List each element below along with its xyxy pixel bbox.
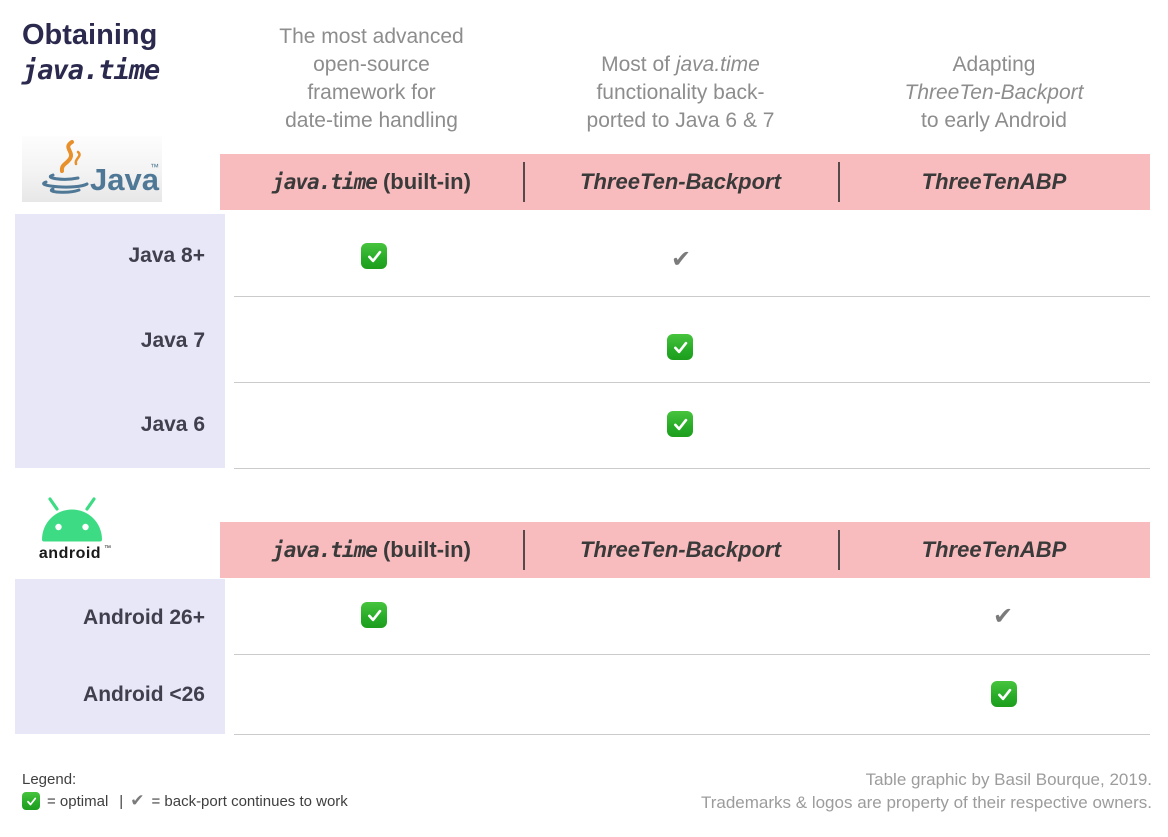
column-description-javatime: The most advanced open-source framework …	[279, 25, 464, 132]
description-line: Adapting	[952, 53, 1036, 76]
header-divider	[838, 530, 840, 570]
legend-backport-text: = back-port continues to work	[151, 792, 348, 810]
page-title: Obtaining java.time	[22, 18, 160, 88]
java-table-header: java.time (built-in) ThreeTen-Backport T…	[220, 154, 1150, 210]
description-text: Most of	[601, 53, 676, 76]
optimal-check-icon	[361, 243, 387, 269]
description-line: Most of java.time	[523, 51, 838, 79]
description-line: ported to Java 6 & 7	[586, 109, 775, 132]
header-threeten-backport: ThreeTen-Backport	[580, 537, 781, 562]
android-logo-image: android ™	[39, 497, 111, 562]
java-logo-text: Java	[90, 162, 160, 197]
header-builtin-text: (built-in)	[376, 537, 471, 562]
android-logo-text: android	[39, 545, 101, 562]
android-trademark: ™	[104, 545, 111, 552]
row-divider	[234, 296, 1150, 297]
header-javatime-italic: java.time	[272, 538, 378, 562]
optimal-check-icon	[991, 681, 1017, 707]
android-logo: android ™	[24, 494, 120, 564]
java-row-labels: Java 8+ Java 7 Java 6	[15, 214, 225, 468]
optimal-check-icon	[667, 411, 693, 437]
row-label-java7: Java 7	[140, 328, 205, 352]
title-line2: java.time	[22, 55, 160, 86]
title-line1: Obtaining	[22, 19, 158, 51]
backport-check-icon: ✔	[992, 602, 1014, 630]
legend-separator: |	[119, 792, 124, 810]
optimal-check-icon	[22, 792, 40, 810]
description-line: functionality back-	[596, 81, 765, 104]
legend-optimal-text: = optimal	[47, 792, 109, 810]
legend-heading: Legend:	[22, 771, 77, 788]
java-cup-icon	[42, 173, 89, 194]
java-logo: Java ™	[22, 136, 162, 202]
credits-line2: Trademarks & logos are property of their…	[700, 793, 1152, 812]
credits: Table graphic by Basil Bourque, 2019. Tr…	[701, 768, 1152, 814]
header-builtin-text: (built-in)	[376, 169, 471, 194]
java-trademark: ™	[150, 162, 159, 172]
row-divider	[234, 734, 1150, 735]
row-label-java6: Java 6	[140, 413, 205, 437]
row-label-android26plus: Android 26+	[83, 605, 205, 629]
java-steam-icon	[59, 140, 81, 173]
backport-check-icon: ✔	[130, 790, 145, 811]
header-divider	[523, 530, 525, 570]
header-javatime-italic: java.time	[272, 170, 378, 194]
android-table-header: java.time (built-in) ThreeTen-Backport T…	[220, 522, 1150, 578]
description-italic-text: ThreeTen-Backport	[904, 81, 1084, 104]
optimal-check-icon	[361, 602, 387, 628]
row-divider	[234, 654, 1150, 655]
row-label-java8: Java 8+	[128, 244, 206, 268]
java-logo-image: Java ™	[42, 140, 160, 197]
android-robot-icon	[42, 497, 102, 542]
legend-line: = optimal | ✔ = back-port continues to w…	[22, 792, 348, 810]
backport-check-icon: ✔	[670, 245, 692, 273]
description-italic-text: java.time	[675, 53, 760, 76]
row-divider	[234, 468, 1150, 469]
column-description-threetenabp: Adapting ThreeTen-Backport to early Andr…	[838, 51, 1150, 135]
description-line: to early Android	[921, 109, 1067, 132]
optimal-check-icon	[667, 334, 693, 360]
header-threetenabp: ThreeTenABP	[921, 537, 1067, 562]
row-divider	[234, 382, 1150, 383]
header-threeten-backport: ThreeTen-Backport	[580, 169, 781, 194]
header-divider	[523, 162, 525, 202]
row-label-android-lt26: Android <26	[83, 683, 205, 707]
header-divider	[838, 162, 840, 202]
credits-line1: Table graphic by Basil Bourque, 2019.	[865, 770, 1152, 789]
header-javatime-builtin: java.time (built-in)	[220, 154, 523, 210]
column-description-backport: Most of java.time functionality back- po…	[523, 51, 838, 135]
header-threetenabp: ThreeTenABP	[921, 169, 1067, 194]
android-row-labels: Android 26+ Android <26	[15, 579, 225, 734]
header-javatime-builtin: java.time (built-in)	[220, 522, 523, 578]
